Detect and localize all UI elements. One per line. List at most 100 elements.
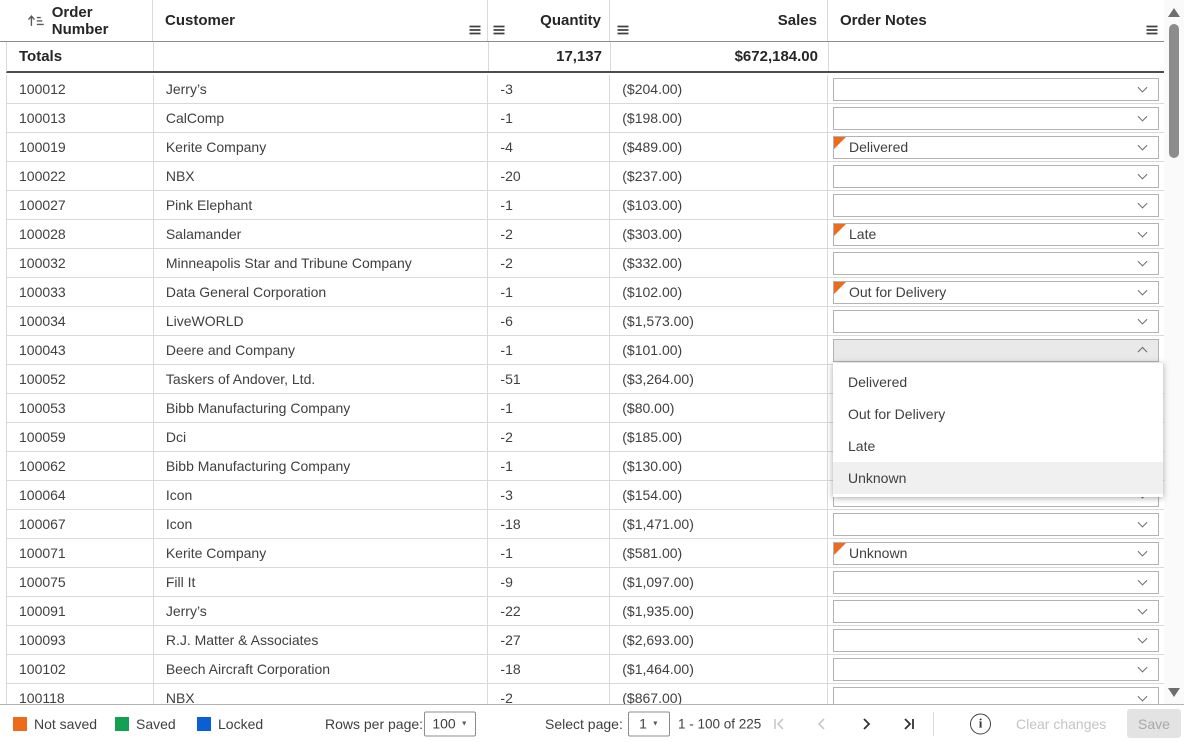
chevron-down-icon [1137, 82, 1148, 93]
legend-label: Locked [218, 715, 264, 732]
sales-cell: ($581.00) [610, 539, 828, 567]
order-notes-select[interactable] [833, 599, 1159, 623]
column-header-customer[interactable]: Customer [153, 0, 488, 41]
sales-cell: ($101.00) [610, 336, 828, 364]
totals-quantity: 17,137 [489, 42, 611, 71]
order-notes-cell [828, 510, 1164, 538]
quantity-cell: -6 [488, 307, 611, 335]
order-notes-value: Out for Delivery [849, 284, 947, 300]
quantity-cell: -1 [488, 539, 611, 567]
table-row: 100012 Jerry’s -3 ($204.00) [6, 75, 1164, 104]
order-notes-select[interactable] [833, 251, 1159, 275]
first-page-button[interactable] [770, 715, 788, 733]
customer-cell: Icon [154, 510, 489, 538]
order-notes-select[interactable] [833, 628, 1159, 652]
chevron-down-icon [1137, 546, 1148, 557]
page-select[interactable]: 1 ▼ [628, 711, 670, 736]
scroll-down-button[interactable] [1168, 688, 1180, 697]
order-notes-cell [828, 75, 1164, 103]
menu-item-late[interactable]: Late [848, 438, 876, 454]
table-header-row: Order Number Customer Quantity Sales Ord… [0, 0, 1184, 42]
column-menu-icon[interactable] [1146, 25, 1158, 35]
legend-label: Saved [136, 715, 176, 732]
column-label: Order Number [51, 3, 109, 38]
sales-cell: ($489.00) [610, 133, 828, 161]
order-notes-select[interactable] [833, 77, 1159, 101]
quantity-cell: -1 [488, 452, 611, 480]
column-header-sales[interactable]: Sales [610, 0, 828, 41]
save-button[interactable]: Save [1127, 709, 1181, 738]
rows-per-page-value: 100 [432, 715, 456, 732]
order-notes-cell [828, 597, 1164, 625]
order-notes-select[interactable]: Out for Delivery [833, 280, 1159, 304]
order-notes-select[interactable] [833, 338, 1159, 362]
order-notes-cell [828, 191, 1164, 219]
customer-cell: Pink Elephant [154, 191, 489, 219]
order-notes-select[interactable] [833, 686, 1159, 704]
order-number-cell: 100059 [7, 423, 154, 451]
column-menu-icon[interactable] [617, 25, 629, 35]
order-notes-cell: Unknown [828, 539, 1164, 567]
scrollbar-thumb[interactable] [1169, 24, 1179, 158]
table-row: 100043 Deere and Company -1 ($101.00) [6, 336, 1164, 365]
order-notes-select[interactable] [833, 657, 1159, 681]
table-row: 100071 Kerite Company -1 ($581.00) Unknown [6, 539, 1164, 568]
menu-item-unknown[interactable]: Unknown [833, 462, 1163, 494]
column-menu-icon[interactable] [469, 25, 481, 35]
saved-swatch [115, 716, 129, 731]
order-notes-cell [828, 162, 1164, 190]
order-notes-select[interactable] [833, 106, 1159, 130]
order-notes-select[interactable] [833, 193, 1159, 217]
order-notes-value: Delivered [849, 139, 909, 155]
table-row: 100022 NBX -20 ($237.00) [6, 162, 1164, 191]
customer-cell: Jerry’s [154, 75, 489, 103]
column-header-order-number[interactable]: Order Number [0, 0, 153, 41]
menu-item-delivered[interactable]: Delivered [848, 374, 908, 390]
column-menu-icon[interactable] [493, 25, 505, 35]
column-label: Sales [777, 12, 817, 29]
order-notes-cell [828, 568, 1164, 596]
order-notes-select[interactable]: Late [833, 222, 1159, 246]
order-notes-select[interactable] [833, 570, 1159, 594]
table-body: 100012 Jerry’s -3 ($204.00) 100013 CalComp -1(… [0, 75, 1164, 704]
sales-cell: ($867.00) [610, 684, 828, 704]
column-header-quantity[interactable]: Quantity [488, 0, 610, 41]
quantity-cell: -20 [488, 162, 611, 190]
chevron-down-icon [1137, 314, 1148, 325]
rows-per-page-select[interactable]: 100 ▼ [424, 711, 476, 736]
customer-cell: Deere and Company [154, 336, 489, 364]
order-notes-select[interactable]: Delivered [833, 135, 1159, 159]
customer-cell: Beech Aircraft Corporation [154, 655, 489, 683]
order-notes-select[interactable] [833, 309, 1159, 333]
legend-saved: Saved [115, 716, 176, 732]
order-notes-dropdown-menu: Delivered Out for Delivery Late Unknown [833, 363, 1163, 497]
order-notes-select[interactable]: Unknown [833, 541, 1159, 565]
order-notes-select[interactable] [833, 164, 1159, 188]
customer-cell: Bibb Manufacturing Company [154, 394, 489, 422]
info-icon[interactable]: i [970, 713, 991, 734]
chevron-down-icon [1137, 169, 1148, 180]
sort-ascending-icon [27, 15, 44, 26]
order-number-cell: 100043 [7, 336, 154, 364]
chevron-down-icon [1137, 256, 1148, 267]
vertical-scrollbar[interactable] [1164, 0, 1184, 704]
scroll-up-button[interactable] [1168, 8, 1180, 17]
order-notes-cell [828, 626, 1164, 654]
menu-item-out-for-delivery[interactable]: Out for Delivery [848, 406, 946, 422]
order-number-cell: 100091 [7, 597, 154, 625]
column-header-order-notes[interactable]: Order Notes [828, 0, 1164, 41]
sales-cell: ($198.00) [610, 104, 828, 132]
order-notes-select[interactable] [833, 512, 1159, 536]
order-number-cell: 100067 [7, 510, 154, 538]
clear-changes-button[interactable]: Clear changes [1016, 715, 1107, 732]
chevron-down-icon [1137, 198, 1148, 209]
quantity-cell: -27 [488, 626, 611, 654]
rows-per-page-label: Rows per page: [325, 715, 424, 732]
order-notes-cell [828, 655, 1164, 683]
order-notes-cell [828, 249, 1164, 277]
customer-cell: NBX [154, 162, 489, 190]
last-page-button[interactable] [900, 715, 918, 733]
order-number-cell: 100033 [7, 278, 154, 306]
previous-page-button[interactable] [813, 715, 831, 733]
next-page-button[interactable] [857, 715, 875, 733]
